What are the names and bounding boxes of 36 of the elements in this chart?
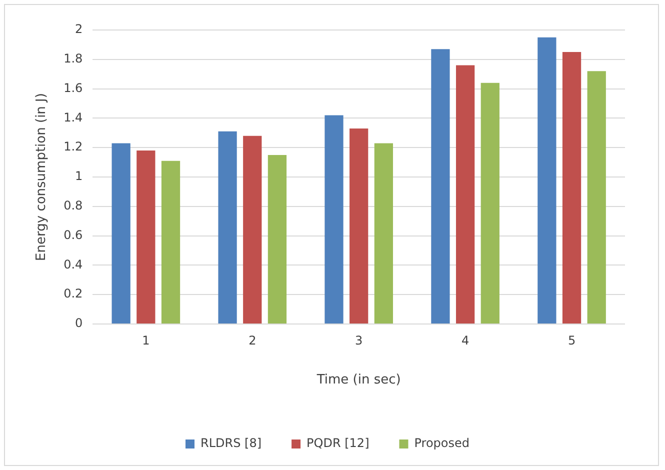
bar (218, 131, 237, 324)
x-axis-title: Time (in sec) (316, 372, 401, 388)
y-tick-label: 1.8 (64, 52, 83, 66)
legend-label: Proposed (414, 436, 470, 450)
y-tick-label: 0.6 (64, 228, 83, 242)
bar (136, 150, 156, 324)
bar (243, 136, 262, 324)
bar (374, 143, 393, 324)
legend-label: PQDR [12] (306, 436, 370, 450)
y-tick-label: 2 (75, 22, 83, 36)
y-tick-label: 1.4 (64, 110, 83, 124)
bar (112, 143, 130, 324)
x-tick-label: 4 (461, 333, 470, 348)
bar (587, 71, 606, 324)
y-tick-label: 0.4 (64, 257, 83, 272)
bar (268, 154, 287, 324)
bar (562, 52, 582, 324)
y-tick-label: 1.6 (64, 80, 83, 95)
y-tick-label: 0 (75, 316, 83, 330)
bar (161, 160, 180, 324)
y-tick-label: 1 (75, 169, 83, 184)
x-tick-label: 1 (142, 333, 150, 348)
y-tick-label: 1.2 (64, 140, 83, 154)
bar (431, 49, 450, 324)
x-tick-label: 2 (248, 333, 256, 348)
bar (480, 82, 500, 324)
bar (350, 128, 368, 324)
bar (324, 115, 344, 324)
x-tick-label: 5 (568, 333, 576, 348)
legend-label: RLDRS [8] (200, 436, 262, 450)
bar (538, 37, 556, 324)
y-tick-label: 0.8 (64, 198, 83, 213)
x-tick-label: 3 (355, 333, 363, 348)
y-tick-label: 0.2 (64, 286, 83, 301)
bar (456, 65, 475, 324)
y-axis-title: Energy consumption (in J) (34, 93, 50, 261)
